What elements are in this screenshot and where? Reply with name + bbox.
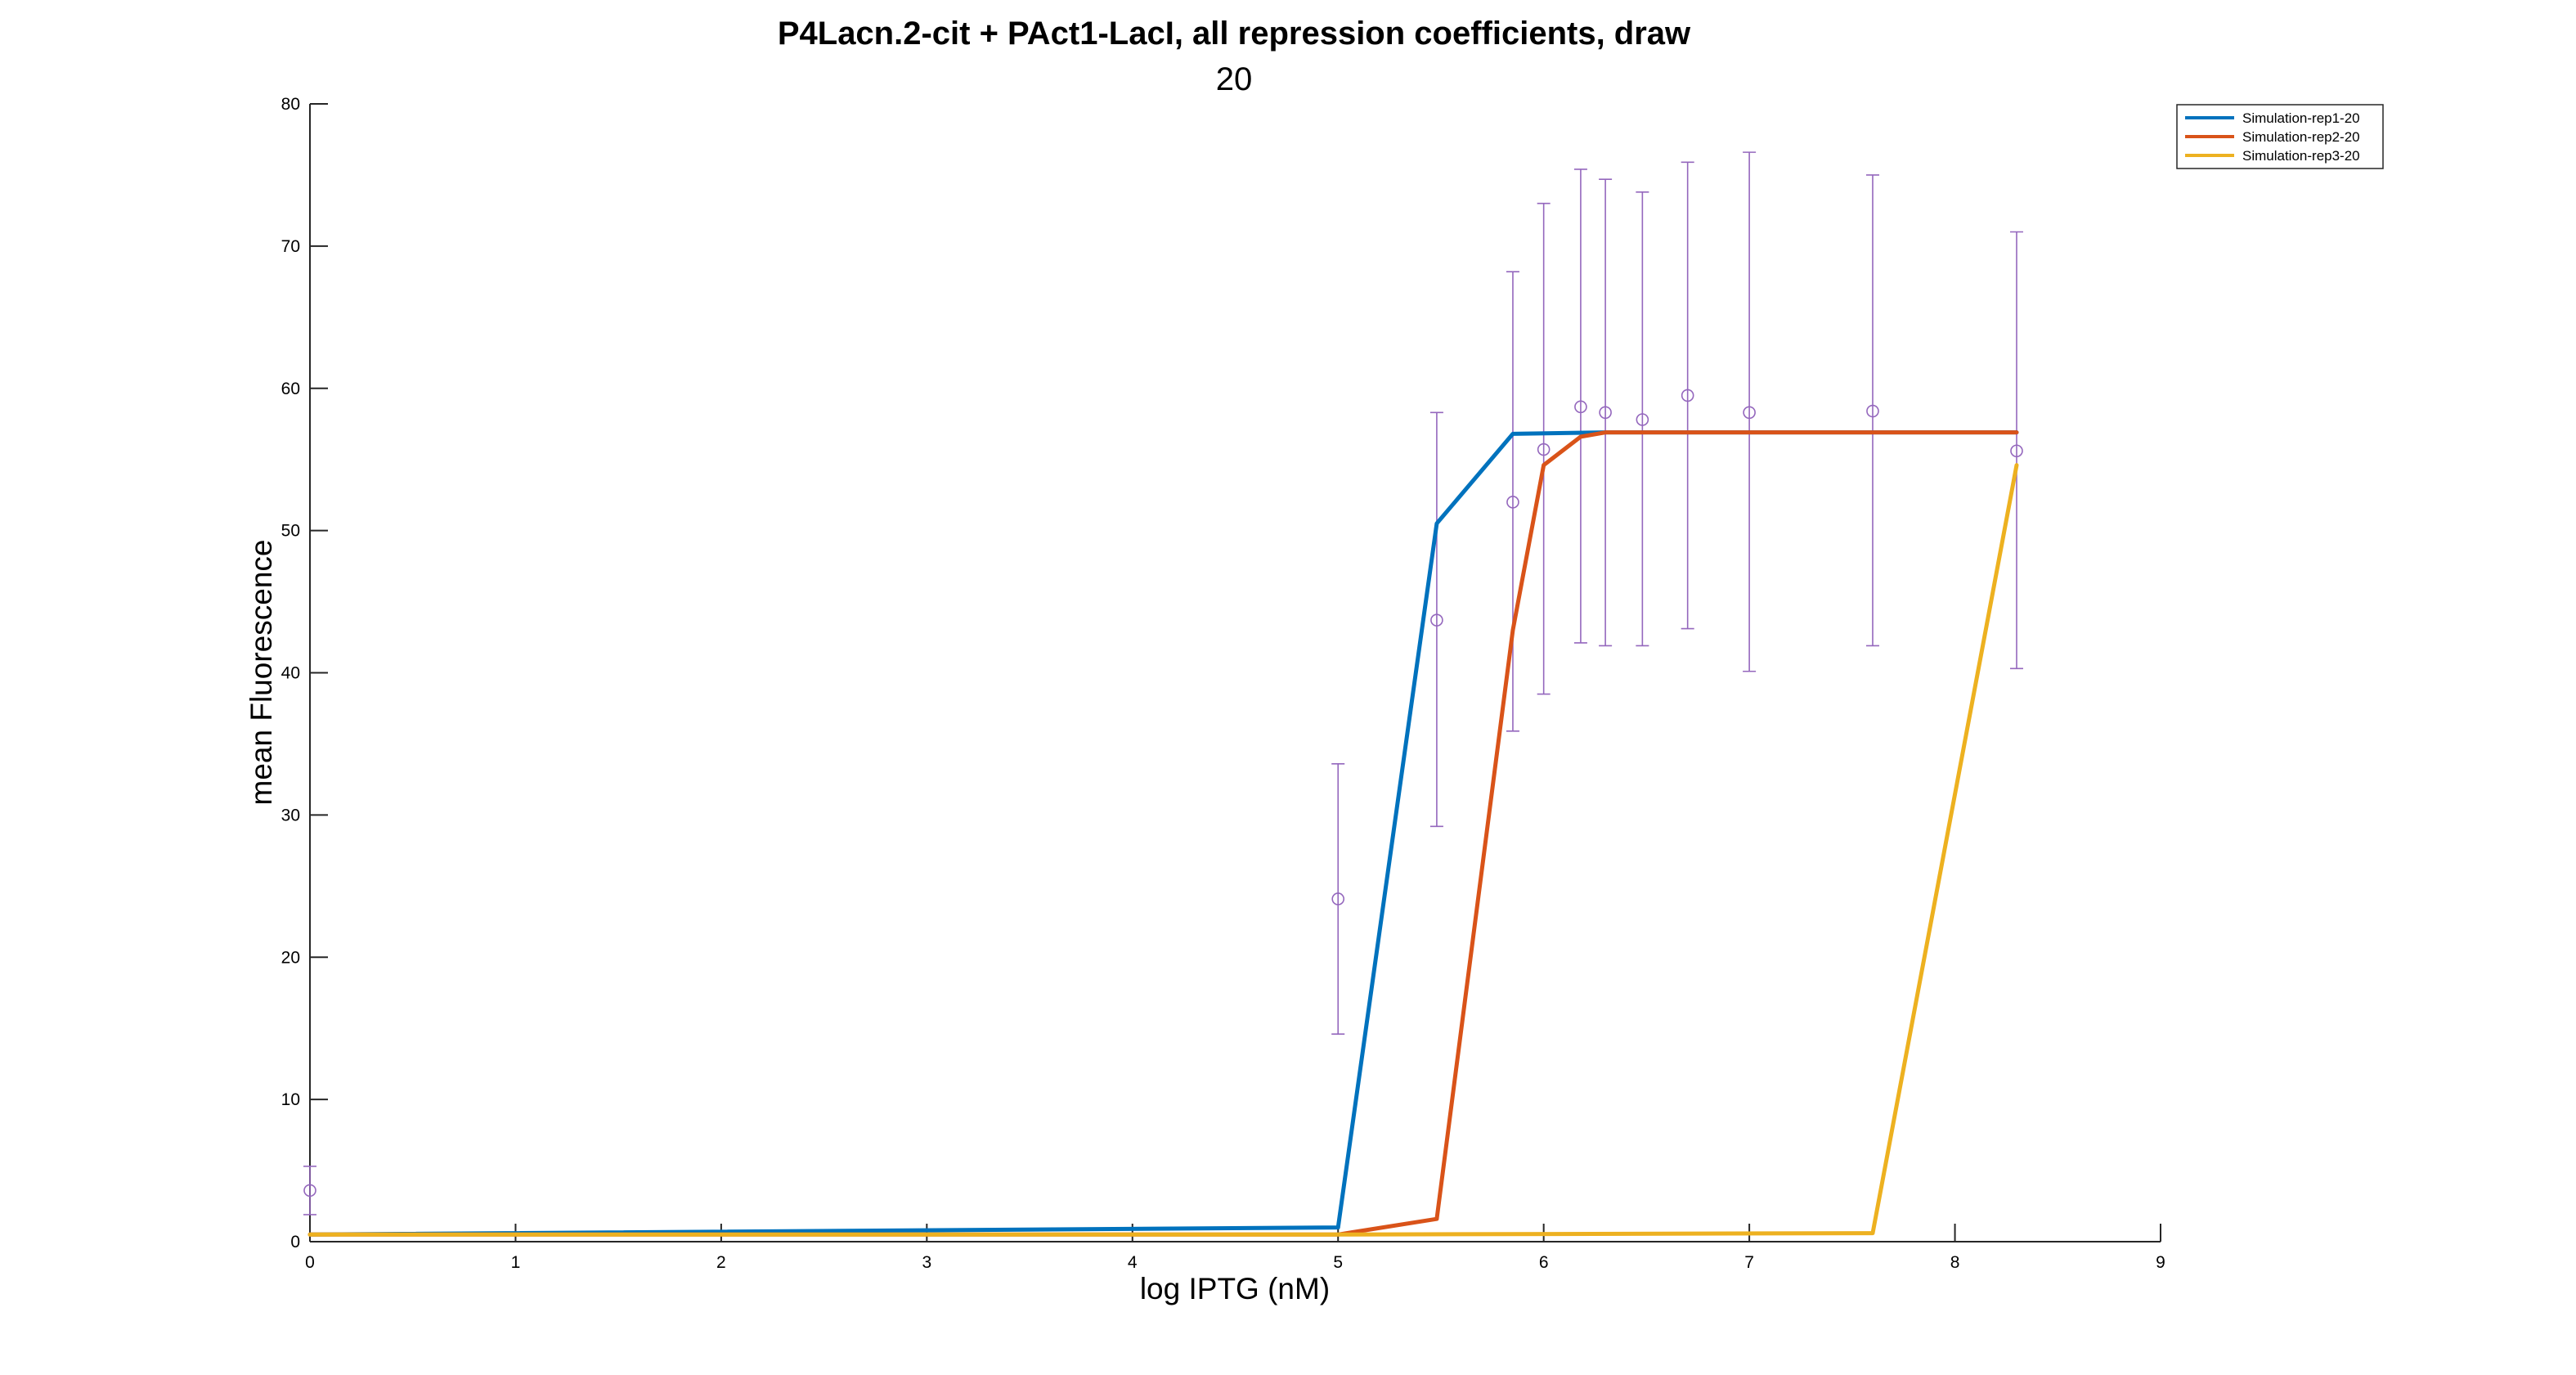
measurement-point [1866, 404, 1879, 418]
plot-axes: 0 1 2 3 4 5 6 7 8 9 0 10 20 30 40 50 60 70 80 [281, 95, 2165, 1272]
legend-label: Simulation-rep2-20 [2242, 129, 2360, 145]
x-tick-label: 0 [305, 1253, 315, 1272]
y-tick-label: 40 [281, 664, 300, 683]
measurement-point [1599, 406, 1612, 420]
measurement-point [1537, 443, 1551, 456]
series-lines [307, 430, 2019, 1237]
legend-items: Simulation-rep1-20 Simulation-rep2-20 Simu… [2185, 110, 2360, 164]
x-tick-label: 6 [1539, 1253, 1549, 1272]
legend-label: Simulation-rep3-20 [2242, 148, 2360, 164]
error-bar [1331, 762, 1345, 1035]
x-tick-label: 1 [511, 1253, 521, 1272]
y-ticks: 0 10 20 30 40 50 60 70 80 [281, 95, 328, 1251]
x-tick-label: 4 [1128, 1253, 1138, 1272]
legend-label: Simulation-rep1-20 [2242, 110, 2360, 126]
y-tick-label: 10 [281, 1090, 300, 1109]
error-bar [2009, 231, 2023, 670]
measurement-point [303, 1184, 316, 1198]
measurement-point [2010, 444, 2023, 458]
error-bar [1599, 178, 1613, 647]
x-axis-label: log IPTG (nM) [1140, 1272, 1330, 1305]
y-tick-label: 70 [281, 237, 300, 256]
y-tick-label: 20 [281, 948, 300, 967]
x-tick-label: 7 [1744, 1253, 1754, 1272]
error-bar [1681, 161, 1694, 630]
error-bar [1865, 174, 1879, 647]
error-bar [1429, 411, 1443, 828]
series-line-rep3 [307, 463, 2019, 1237]
error-bar [1506, 271, 1519, 732]
error-bar [1537, 202, 1551, 695]
y-tick-label: 60 [281, 380, 300, 398]
y-tick-label: 30 [281, 806, 300, 825]
chart-title: P4Lacn.2-cit + PAct1-LacI, all repressio… [778, 16, 1691, 52]
measurement-point [1574, 400, 1587, 414]
error-bar [1743, 151, 1757, 672]
x-tick-label: 9 [2156, 1253, 2165, 1272]
measurement-markers [303, 389, 2023, 1198]
measurement-point [1506, 496, 1519, 509]
measurement-point [1430, 613, 1443, 627]
y-axis-label: mean Fluorescence [245, 540, 278, 806]
x-tick-label: 5 [1333, 1253, 1343, 1272]
series-line-rep2 [307, 430, 2019, 1237]
legend: Simulation-rep1-20 Simulation-rep2-20 Simu… [2176, 104, 2384, 169]
y-tick-label: 0 [290, 1233, 300, 1251]
error-bar [1636, 191, 1649, 647]
y-tick-label: 80 [281, 95, 300, 114]
x-tick-label: 2 [716, 1253, 726, 1272]
error-bars [303, 151, 2023, 1215]
chart-title-line2: 20 [1216, 61, 1253, 97]
error-bar [303, 1166, 316, 1215]
measurement-point [1743, 406, 1756, 420]
measurement-point [1331, 892, 1345, 905]
measurement-point [1636, 413, 1649, 426]
x-tick-label: 3 [922, 1253, 931, 1272]
measurement-point [1681, 389, 1694, 402]
y-tick-label: 50 [281, 522, 300, 541]
error-bar [1573, 169, 1587, 644]
x-tick-label: 8 [1950, 1253, 1960, 1272]
